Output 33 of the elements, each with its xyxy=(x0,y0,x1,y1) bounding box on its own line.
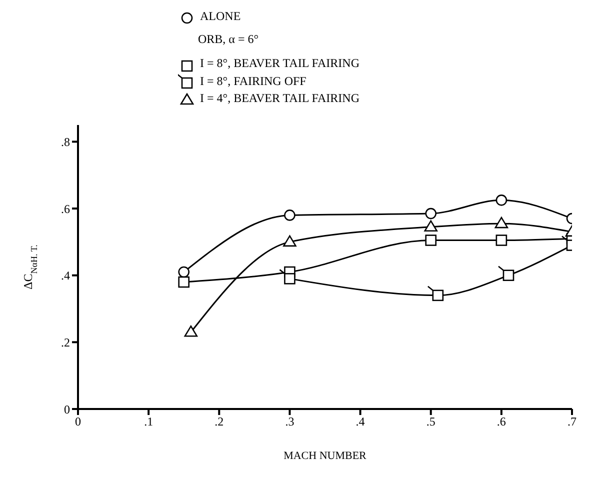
point xyxy=(432,290,444,302)
legend-label: I = 8°, BEAVER TAIL FAIRING xyxy=(199,55,360,72)
x-axis-title: MACH NUMBER xyxy=(284,450,368,462)
x-tick-label: .1 xyxy=(144,414,154,429)
x-tick-label: .7 xyxy=(568,414,576,429)
point xyxy=(425,208,437,220)
y-tick-label: .2 xyxy=(61,335,70,350)
point xyxy=(178,276,190,288)
y-tick-label: .4 xyxy=(61,268,70,283)
point xyxy=(184,326,198,337)
legend-label: I = 8°, FAIRING OFF xyxy=(199,72,308,90)
x-tick-label: .4 xyxy=(356,414,365,429)
point xyxy=(283,235,296,247)
point xyxy=(425,234,437,246)
x-tick-label: .3 xyxy=(285,414,294,429)
point xyxy=(424,220,438,232)
x-tick-label: .6 xyxy=(496,414,506,429)
point xyxy=(496,194,508,206)
point xyxy=(284,210,296,221)
point xyxy=(178,266,190,278)
x-tick-label: .2 xyxy=(214,414,224,429)
legend-label: I = 4°, BEAVER TAIL FAIRING xyxy=(199,90,360,107)
text: ORB, α = 6° xyxy=(198,31,260,48)
y-tick-label: 0 xyxy=(64,402,70,416)
y-tick-label: .6 xyxy=(61,202,70,216)
point xyxy=(284,273,296,284)
x-tick-label: 0 xyxy=(75,414,81,429)
legend-label: ALONE xyxy=(199,8,242,25)
point xyxy=(502,270,514,282)
point xyxy=(496,234,508,246)
y-tick-label: .8 xyxy=(61,134,70,149)
x-tick-label: .5 xyxy=(426,414,436,429)
point xyxy=(494,216,508,228)
